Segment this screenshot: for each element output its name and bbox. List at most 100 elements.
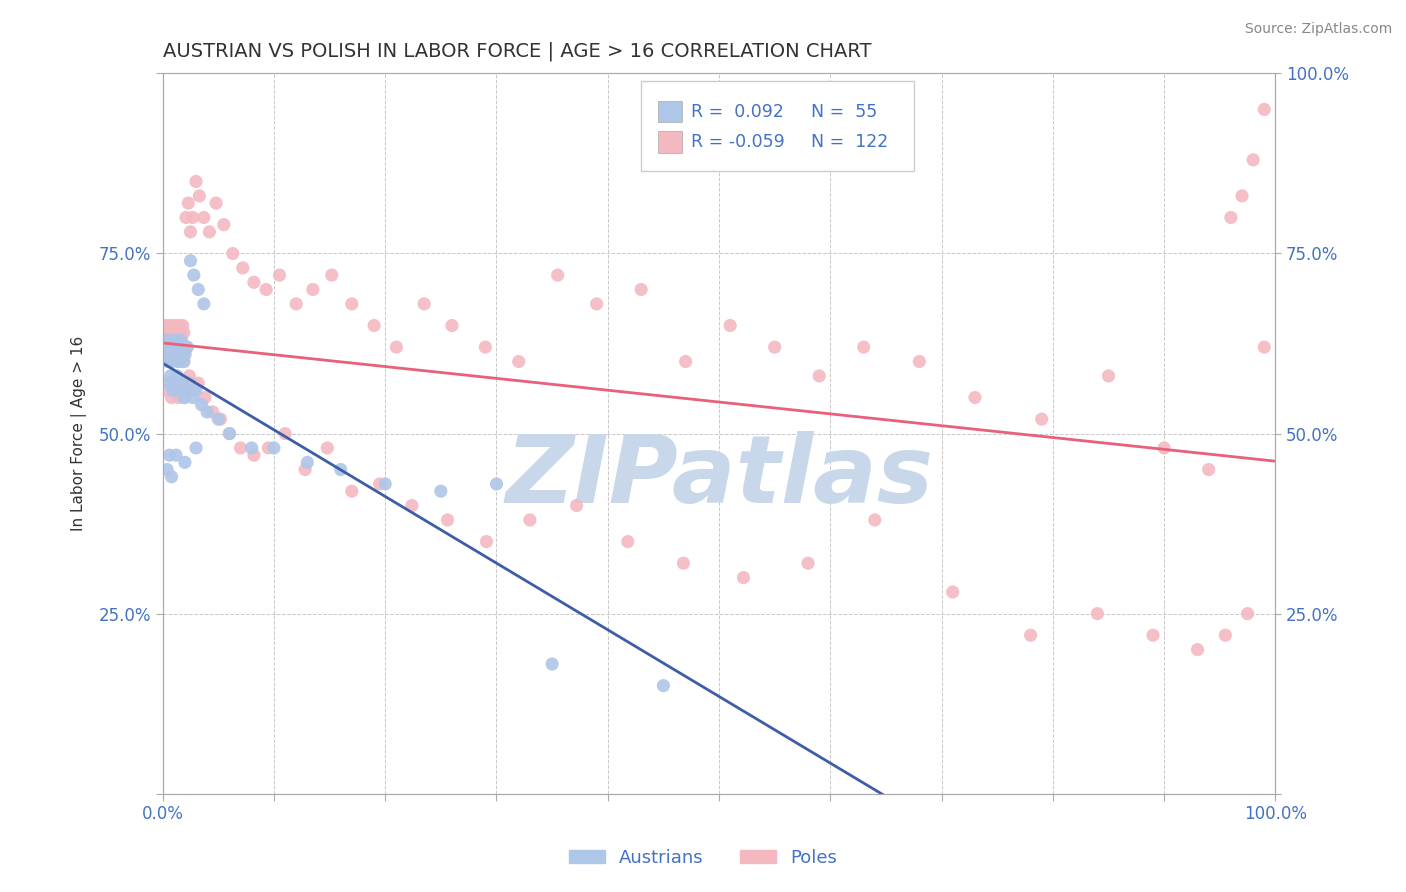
Point	[475, 534, 498, 549]
Point	[162, 340, 184, 354]
Point	[316, 441, 339, 455]
Point	[329, 462, 352, 476]
Point	[302, 283, 325, 297]
Point	[269, 268, 291, 282]
Point	[169, 326, 191, 340]
Point	[165, 340, 187, 354]
Point	[173, 391, 195, 405]
Point	[508, 354, 530, 368]
Point	[187, 283, 209, 297]
Point	[169, 384, 191, 398]
Point	[321, 268, 343, 282]
Point	[169, 340, 191, 354]
Point	[201, 405, 224, 419]
Point	[183, 268, 205, 282]
FancyBboxPatch shape	[658, 131, 682, 153]
Point	[170, 347, 193, 361]
Point	[163, 333, 186, 347]
Point	[153, 340, 176, 354]
Point	[173, 354, 195, 368]
Point	[1153, 441, 1175, 455]
Text: ZIPatlas: ZIPatlas	[505, 431, 934, 523]
Text: AUSTRIAN VS POLISH IN LABOR FORCE | AGE > 16 CORRELATION CHART: AUSTRIAN VS POLISH IN LABOR FORCE | AGE …	[163, 42, 872, 62]
Point	[170, 347, 193, 361]
Point	[165, 448, 187, 462]
Point	[232, 260, 254, 275]
Point	[254, 283, 277, 297]
Point	[156, 326, 179, 340]
Point	[162, 340, 184, 354]
Point	[166, 347, 188, 361]
Point	[209, 412, 232, 426]
Point	[718, 318, 741, 333]
Point	[187, 376, 209, 391]
Point	[1253, 340, 1275, 354]
Point	[207, 412, 229, 426]
Point	[163, 333, 186, 347]
Point	[1219, 211, 1241, 225]
Point	[547, 268, 569, 282]
Point	[157, 318, 180, 333]
Point	[257, 441, 280, 455]
Point	[675, 354, 697, 368]
Text: N =  55: N = 55	[811, 103, 877, 120]
Point	[174, 211, 197, 225]
Point	[159, 347, 181, 361]
Point	[163, 384, 186, 398]
Point	[184, 441, 207, 455]
Point	[565, 499, 588, 513]
Point	[340, 484, 363, 499]
Point	[160, 391, 183, 405]
Point	[163, 376, 186, 391]
Point	[294, 462, 316, 476]
Point	[155, 347, 177, 361]
Point	[156, 462, 179, 476]
Point	[179, 368, 201, 383]
Point	[297, 455, 319, 469]
Point	[852, 340, 875, 354]
Point	[172, 318, 194, 333]
Point	[169, 333, 191, 347]
Point	[167, 333, 190, 347]
Point	[170, 333, 193, 347]
Point	[585, 297, 607, 311]
Point	[174, 391, 197, 405]
Point	[181, 211, 204, 225]
Point	[340, 297, 363, 311]
Text: R = -0.059: R = -0.059	[692, 133, 785, 151]
Point	[169, 333, 191, 347]
Point	[160, 333, 183, 347]
Point	[285, 297, 308, 311]
Point	[167, 391, 190, 405]
Point	[157, 354, 180, 368]
Point	[163, 347, 186, 361]
Point	[363, 318, 385, 333]
Point	[212, 218, 235, 232]
Point	[519, 513, 541, 527]
Point	[157, 340, 180, 354]
Point	[374, 477, 396, 491]
Point	[218, 426, 240, 441]
Text: N =  122: N = 122	[811, 133, 889, 151]
Point	[177, 196, 200, 211]
Point	[157, 340, 180, 354]
Point	[1019, 628, 1042, 642]
Point	[485, 477, 508, 491]
Point	[193, 211, 215, 225]
Point	[160, 354, 183, 368]
Point	[165, 376, 187, 391]
Point	[159, 368, 181, 383]
Point	[198, 225, 221, 239]
Point	[173, 354, 195, 368]
Point	[176, 340, 198, 354]
FancyBboxPatch shape	[658, 101, 682, 122]
Point	[179, 225, 201, 239]
Point	[763, 340, 786, 354]
Point	[173, 326, 195, 340]
Point	[243, 448, 266, 462]
Point	[908, 354, 931, 368]
Point	[274, 426, 297, 441]
Point	[172, 376, 194, 391]
Point	[1031, 412, 1053, 426]
Point	[167, 354, 190, 368]
